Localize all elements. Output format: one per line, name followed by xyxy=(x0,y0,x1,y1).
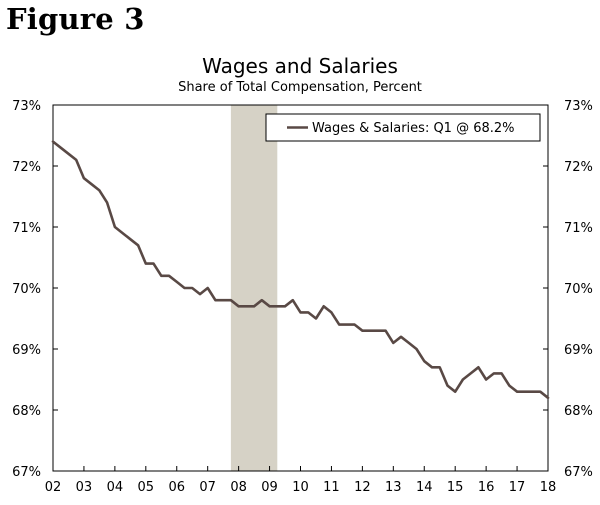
x-tick-label: 03 xyxy=(76,480,93,495)
series-line-wages-salaries xyxy=(51,140,550,400)
x-tick-label: 17 xyxy=(509,480,526,495)
x-tick-label: 08 xyxy=(230,480,247,495)
y-tick-label-left: 73% xyxy=(12,99,41,114)
x-tick-label: 11 xyxy=(323,480,340,495)
y-tick-label-right: 70% xyxy=(564,282,593,297)
y-tick-label-left: 68% xyxy=(12,404,41,419)
x-tick-label: 16 xyxy=(478,480,495,495)
legend-label: Wages & Salaries: Q1 @ 68.2% xyxy=(312,121,515,136)
x-tick-label: 15 xyxy=(447,480,464,495)
y-tick-label-right: 71% xyxy=(564,221,593,236)
x-tick-label: 05 xyxy=(138,480,155,495)
x-tick-label: 02 xyxy=(45,480,62,495)
y-tick-label-left: 70% xyxy=(12,282,41,297)
x-tick-label: 18 xyxy=(540,480,557,495)
x-tick-label: 13 xyxy=(385,480,402,495)
y-tick-label-right: 73% xyxy=(564,99,593,114)
y-tick-label-left: 72% xyxy=(12,160,41,175)
x-tick-label: 09 xyxy=(261,480,278,495)
y-tick-label-right: 68% xyxy=(564,404,593,419)
chart-subtitle: Share of Total Compensation, Percent xyxy=(178,80,422,95)
x-tick-label: 12 xyxy=(354,480,371,495)
x-tick-label: 10 xyxy=(292,480,309,495)
x-tick-label: 07 xyxy=(199,480,216,495)
x-tick-label: 14 xyxy=(416,480,433,495)
y-tick-label-left: 69% xyxy=(12,343,41,358)
figure-label: Figure 3 xyxy=(6,2,145,36)
chart-title: Wages and Salaries xyxy=(202,54,398,78)
x-tick-label: 06 xyxy=(168,480,185,495)
y-tick-label-left: 67% xyxy=(12,465,41,480)
legend-box xyxy=(265,113,541,142)
y-tick-label-right: 67% xyxy=(564,465,593,480)
y-tick-label-right: 72% xyxy=(564,160,593,175)
recession-shading xyxy=(230,105,278,471)
plot-frame xyxy=(52,104,549,472)
y-tick-label-left: 71% xyxy=(12,221,41,236)
x-tick-label: 04 xyxy=(107,480,124,495)
y-tick-label-right: 69% xyxy=(564,343,593,358)
